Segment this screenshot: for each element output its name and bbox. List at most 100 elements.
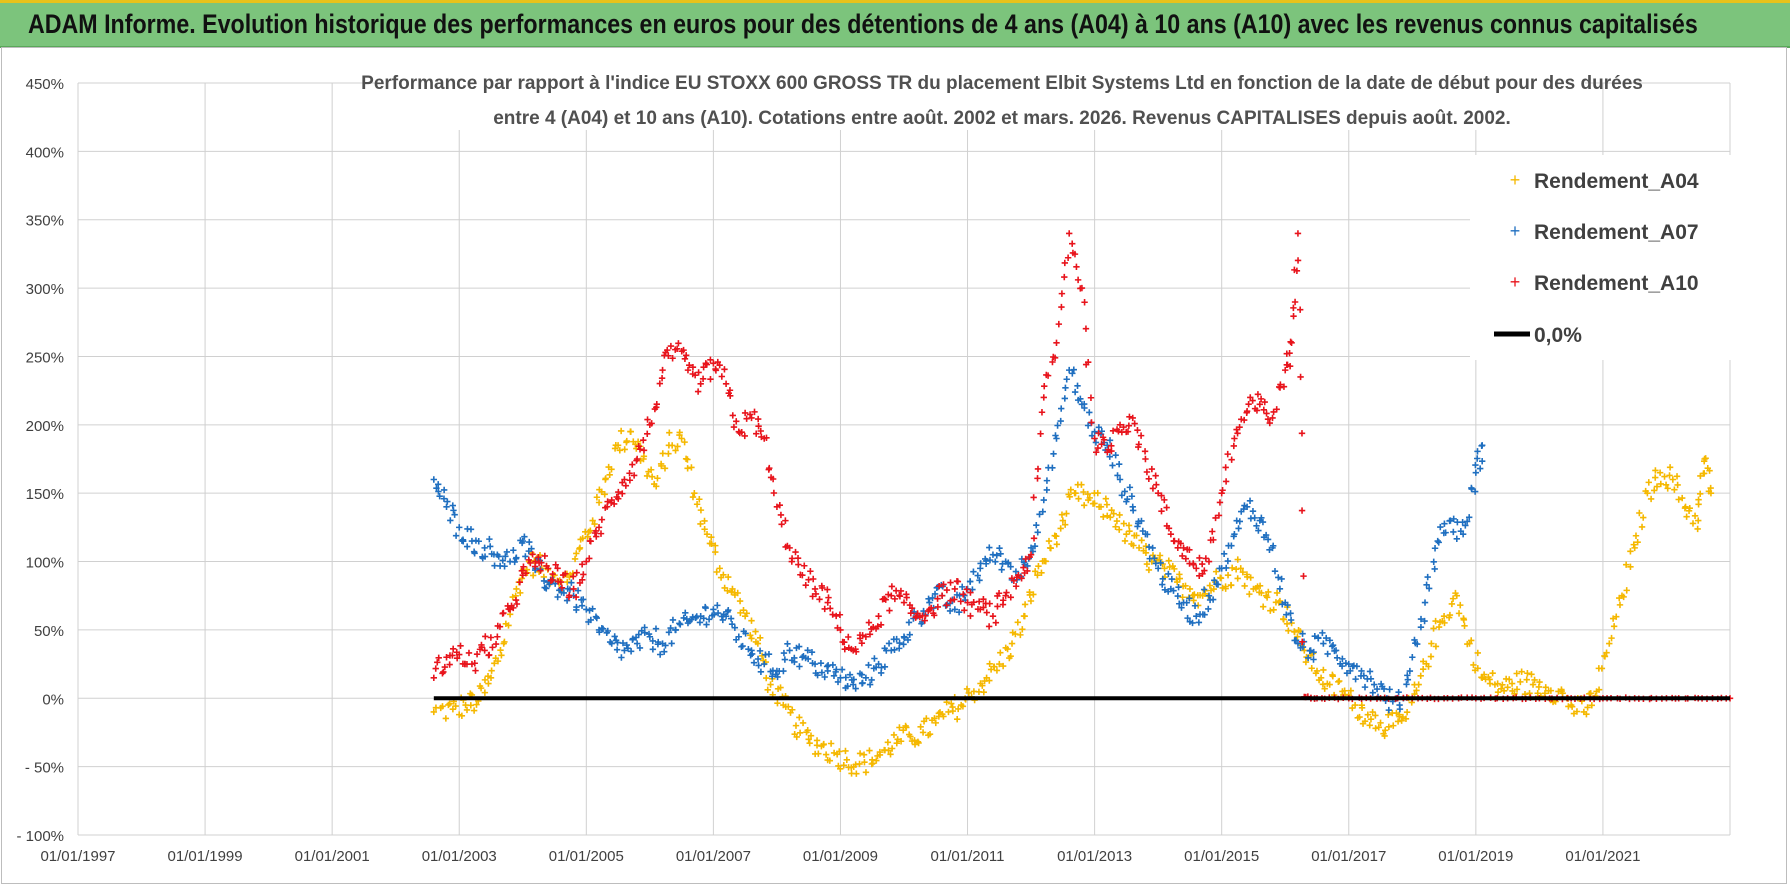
data-point <box>570 585 577 593</box>
data-point <box>815 750 822 757</box>
data-point <box>1232 566 1240 573</box>
data-point <box>900 599 908 606</box>
x-tick-label: 01/01/2001 <box>295 848 370 865</box>
data-point <box>669 355 676 362</box>
data-point <box>648 420 655 427</box>
data-point <box>1108 442 1115 449</box>
data-point <box>702 360 709 367</box>
data-point <box>780 649 788 657</box>
x-tick-label: 01/01/2005 <box>549 848 624 865</box>
data-point <box>1012 583 1020 590</box>
data-point <box>820 740 827 748</box>
data-point <box>986 544 993 551</box>
legend-label-a10: Rendement_A10 <box>1534 272 1699 295</box>
data-point <box>1298 507 1306 514</box>
data-point <box>1091 435 1098 442</box>
y-tick-label: 100% <box>26 555 64 572</box>
data-point <box>1294 230 1302 237</box>
data-point <box>1124 428 1132 435</box>
data-point <box>1269 542 1277 549</box>
data-point <box>1255 527 1262 534</box>
data-point <box>1666 464 1674 471</box>
data-point <box>940 581 947 588</box>
data-point <box>452 702 459 710</box>
data-point <box>544 565 552 572</box>
data-point <box>435 654 442 662</box>
data-point <box>613 646 621 653</box>
data-point <box>640 437 647 444</box>
data-point <box>999 662 1007 670</box>
data-point <box>991 663 998 670</box>
data-point <box>905 619 913 626</box>
data-point <box>627 428 634 435</box>
data-point <box>1366 668 1374 675</box>
data-point <box>1209 528 1216 535</box>
data-point <box>674 443 681 450</box>
data-point <box>741 432 748 440</box>
legend-label-zero: 0,0% <box>1534 324 1582 347</box>
data-point <box>824 667 831 675</box>
data-point <box>1584 704 1591 711</box>
data-point <box>825 594 832 601</box>
data-point <box>1114 472 1121 479</box>
data-point <box>957 598 964 605</box>
data-point <box>1524 670 1531 677</box>
data-point <box>1163 504 1170 511</box>
data-point <box>1120 423 1127 431</box>
data-point <box>1662 481 1670 488</box>
data-point <box>1034 529 1041 536</box>
data-point <box>611 633 618 640</box>
data-point <box>866 681 874 688</box>
data-point <box>541 552 549 560</box>
y-tick-label: - 100% <box>16 828 64 845</box>
data-point <box>866 631 874 638</box>
data-point <box>946 607 954 615</box>
data-point <box>1191 591 1198 598</box>
data-point <box>1395 711 1403 718</box>
data-point <box>1280 616 1287 623</box>
data-point <box>794 555 802 562</box>
data-point <box>728 620 736 628</box>
data-point <box>810 575 817 583</box>
data-point <box>583 606 590 613</box>
data-point <box>1402 715 1410 722</box>
data-point <box>681 438 688 446</box>
data-point <box>1286 362 1294 370</box>
data-point <box>578 602 586 609</box>
data-point <box>1100 436 1108 443</box>
data-point <box>1547 687 1555 694</box>
data-point <box>841 645 848 653</box>
x-tick-label: 01/01/1997 <box>40 848 115 865</box>
data-point <box>554 565 561 572</box>
data-point <box>1441 520 1448 527</box>
data-point <box>481 647 488 654</box>
data-point <box>1069 370 1076 377</box>
data-point <box>1065 491 1072 498</box>
data-point <box>996 660 1003 668</box>
data-point <box>615 488 622 496</box>
data-point <box>546 581 553 588</box>
data-point <box>786 544 793 552</box>
data-point <box>1474 455 1481 462</box>
data-point <box>1234 556 1241 563</box>
data-point <box>686 361 693 369</box>
data-point <box>501 638 508 646</box>
data-point <box>580 571 587 578</box>
data-point <box>970 568 977 575</box>
data-point <box>1165 570 1172 578</box>
data-point <box>1286 349 1293 357</box>
data-point <box>1531 676 1538 684</box>
data-point <box>599 625 607 633</box>
data-point <box>914 610 921 617</box>
data-point <box>1205 592 1213 599</box>
data-point <box>885 640 893 647</box>
data-point <box>1053 339 1060 346</box>
data-point <box>1186 546 1193 554</box>
data-point <box>1183 599 1190 606</box>
data-point <box>1264 536 1272 543</box>
data-point <box>881 663 889 671</box>
data-point <box>745 645 752 653</box>
data-point <box>799 572 806 579</box>
data-point <box>1012 630 1019 638</box>
data-point <box>1453 592 1460 599</box>
